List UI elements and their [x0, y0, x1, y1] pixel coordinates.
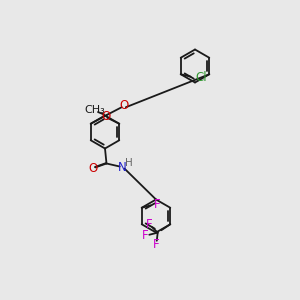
Text: H: H — [125, 158, 133, 169]
Text: F: F — [153, 238, 160, 251]
Text: F: F — [154, 198, 161, 211]
Text: CH₃: CH₃ — [84, 105, 105, 115]
Text: O: O — [101, 110, 110, 123]
Text: F: F — [146, 218, 153, 231]
Text: F: F — [142, 229, 148, 242]
Text: Cl: Cl — [195, 71, 207, 84]
Text: O: O — [119, 99, 128, 112]
Text: N: N — [118, 160, 127, 174]
Text: O: O — [88, 162, 98, 176]
